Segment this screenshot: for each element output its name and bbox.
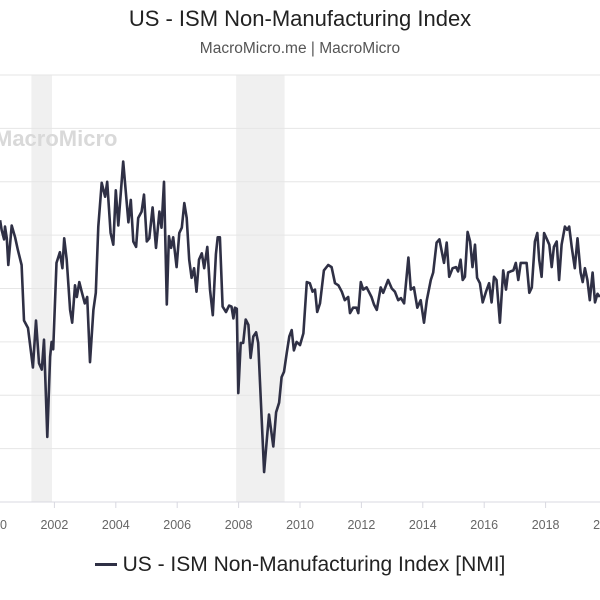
legend[interactable]: US - ISM Non-Manufacturing Index [NMI] xyxy=(0,553,600,577)
legend-swatch xyxy=(94,562,117,566)
x-tick-label: 2006 xyxy=(163,518,191,532)
chart-subtitle: MacroMicro.me | MacroMicro xyxy=(199,40,401,57)
x-tick-label: 2004 xyxy=(102,518,130,532)
x-tick-label: 2012 xyxy=(347,518,375,532)
x-tick-label: 2010 xyxy=(286,518,314,532)
chart-title: US - ISM Non-Manufacturing Index xyxy=(128,6,472,31)
x-tick-label: 2008 xyxy=(225,518,253,532)
x-tick-label: 2020 xyxy=(593,518,600,532)
x-tick-label: 2014 xyxy=(409,518,437,532)
series-line-nmi xyxy=(0,160,600,474)
x-tick-label: 2018 xyxy=(532,518,560,532)
watermark-logo: MacroMicro xyxy=(0,126,117,151)
x-tick-label: 2016 xyxy=(470,518,498,532)
x-tick-label: 2002 xyxy=(40,518,68,532)
x-tick-label: 2000 xyxy=(0,518,7,532)
legend-label: US - ISM Non-Manufacturing Index [NMI] xyxy=(122,553,506,576)
